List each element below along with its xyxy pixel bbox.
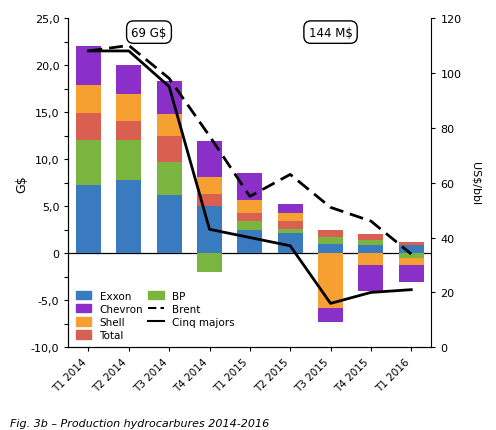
Bar — [278, 234, 303, 254]
Bar — [117, 95, 141, 122]
Bar — [76, 141, 101, 185]
Bar — [318, 254, 343, 308]
Text: 144 M$: 144 M$ — [309, 27, 353, 40]
Bar — [117, 66, 141, 95]
Bar — [318, 238, 343, 244]
Text: Fig. 3b – Production hydrocarbures 2014-2016: Fig. 3b – Production hydrocarbures 2014-… — [10, 418, 269, 428]
Bar — [238, 174, 262, 200]
Bar — [238, 222, 262, 230]
Bar — [278, 229, 303, 234]
Bar — [76, 86, 101, 114]
Text: 69 G$: 69 G$ — [131, 27, 167, 40]
Bar — [117, 181, 141, 254]
Bar — [278, 222, 303, 229]
Bar — [197, 142, 222, 178]
Y-axis label: US$/bbl: US$/bbl — [471, 162, 481, 205]
Bar — [197, 194, 222, 207]
Bar — [117, 141, 141, 181]
Bar — [76, 114, 101, 141]
Bar — [318, 230, 343, 238]
Bar — [399, 245, 424, 254]
Bar — [157, 136, 182, 163]
Bar — [318, 244, 343, 254]
Bar — [157, 82, 182, 115]
Bar — [238, 213, 262, 222]
Bar — [359, 240, 383, 245]
Bar — [359, 245, 383, 254]
Bar — [197, 254, 222, 272]
Bar — [399, 243, 424, 245]
Bar — [238, 230, 262, 254]
Bar — [359, 254, 383, 265]
Bar — [76, 47, 101, 86]
Bar — [157, 163, 182, 195]
Bar — [197, 207, 222, 254]
Bar — [197, 178, 222, 194]
Legend: Exxon, Chevron, Shell, Total, BP, Brent, Cinq majors: Exxon, Chevron, Shell, Total, BP, Brent,… — [73, 289, 237, 342]
Bar — [318, 308, 343, 322]
Bar — [157, 115, 182, 136]
Bar — [278, 213, 303, 222]
Bar — [278, 205, 303, 213]
Bar — [117, 122, 141, 141]
Bar — [76, 185, 101, 254]
Bar — [359, 265, 383, 291]
Bar — [399, 266, 424, 283]
Bar — [238, 200, 262, 213]
Y-axis label: G$: G$ — [15, 175, 28, 192]
Bar — [359, 235, 383, 240]
Bar — [399, 254, 424, 258]
Bar — [157, 195, 182, 254]
Bar — [399, 258, 424, 266]
